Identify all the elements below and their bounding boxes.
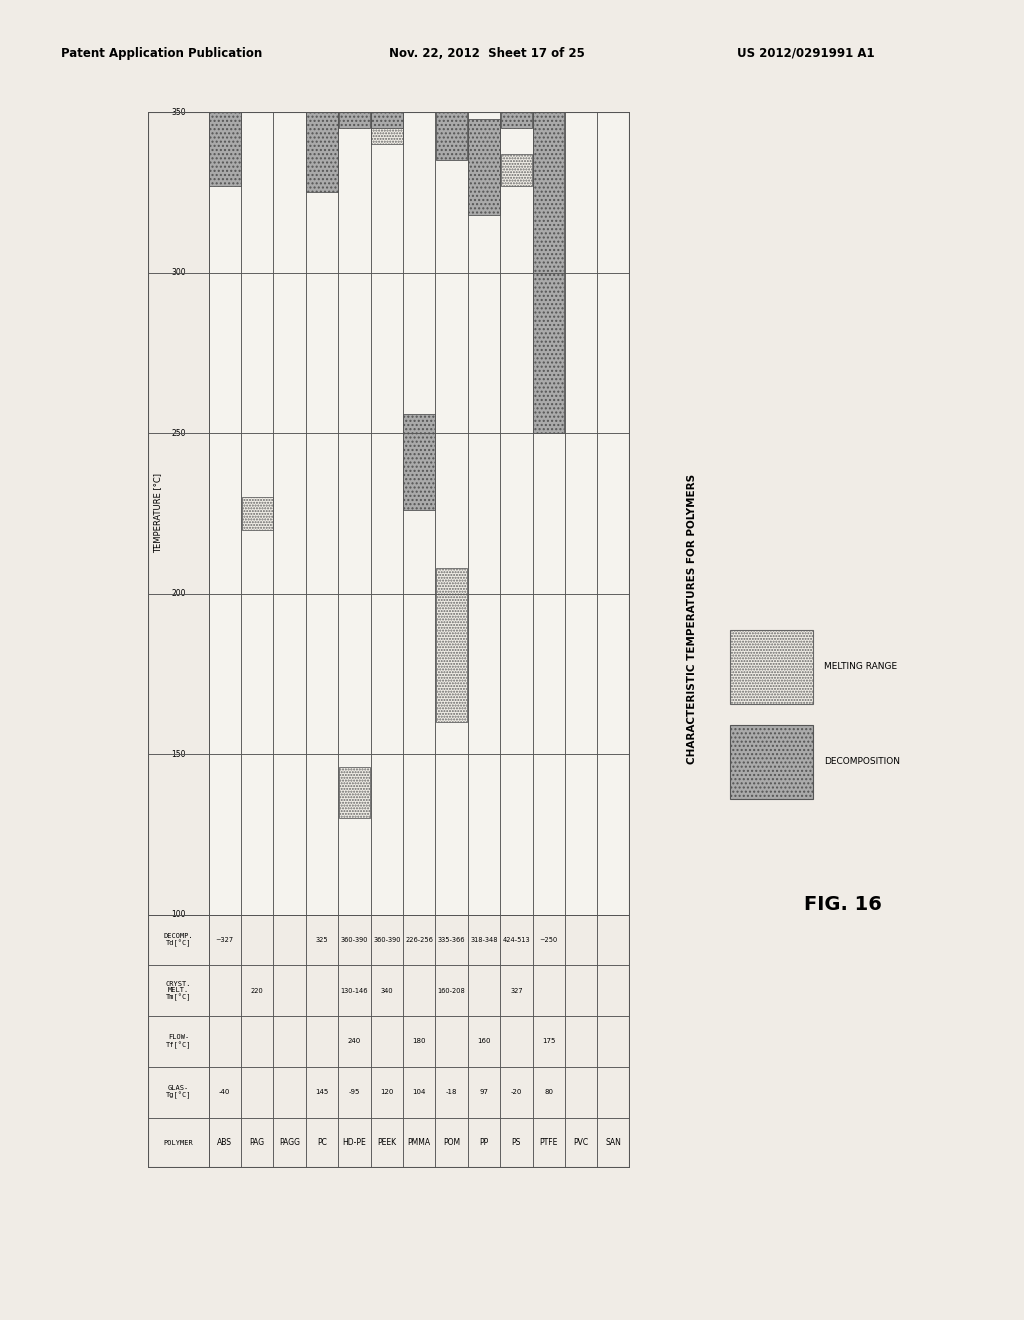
Text: PC: PC bbox=[317, 1138, 327, 1147]
Bar bbox=[435, 112, 468, 915]
Bar bbox=[729, 630, 813, 704]
Text: 220: 220 bbox=[251, 987, 263, 994]
Bar bbox=[371, 112, 402, 128]
Text: 160-208: 160-208 bbox=[437, 987, 466, 994]
Text: -40: -40 bbox=[219, 1089, 230, 1096]
Bar bbox=[468, 119, 500, 215]
Bar bbox=[306, 112, 338, 915]
Text: PS: PS bbox=[512, 1138, 521, 1147]
Bar bbox=[339, 767, 370, 818]
Text: 360-390: 360-390 bbox=[373, 937, 400, 942]
Bar bbox=[403, 414, 435, 511]
Bar bbox=[403, 112, 435, 915]
Text: 325: 325 bbox=[315, 937, 329, 942]
Bar bbox=[534, 112, 564, 433]
Text: 335-366: 335-366 bbox=[438, 937, 465, 942]
Text: POLYMER: POLYMER bbox=[164, 1140, 194, 1146]
Text: 250: 250 bbox=[171, 429, 185, 438]
Bar bbox=[500, 112, 532, 915]
Text: 120: 120 bbox=[380, 1089, 393, 1096]
Bar bbox=[209, 112, 241, 186]
Text: 327: 327 bbox=[510, 987, 522, 994]
Text: 150: 150 bbox=[171, 750, 185, 759]
Bar bbox=[209, 112, 241, 915]
Bar bbox=[338, 112, 371, 915]
Text: GLAS-
Tg[°C]: GLAS- Tg[°C] bbox=[166, 1085, 191, 1100]
Text: 97: 97 bbox=[479, 1089, 488, 1096]
Text: ~327: ~327 bbox=[216, 937, 233, 942]
Text: 318-348: 318-348 bbox=[470, 937, 498, 942]
Text: SAN: SAN bbox=[605, 1138, 622, 1147]
Text: -95: -95 bbox=[349, 1089, 360, 1096]
Text: -20: -20 bbox=[511, 1089, 522, 1096]
Text: 340: 340 bbox=[381, 987, 393, 994]
Text: 130-146: 130-146 bbox=[341, 987, 369, 994]
Text: 424-513: 424-513 bbox=[503, 937, 530, 942]
Text: PTFE: PTFE bbox=[540, 1138, 558, 1147]
Bar bbox=[501, 154, 532, 186]
Text: 104: 104 bbox=[413, 1089, 426, 1096]
Text: DECOMPOSITION: DECOMPOSITION bbox=[824, 758, 900, 766]
Bar bbox=[306, 112, 338, 193]
Text: PVC: PVC bbox=[573, 1138, 589, 1147]
Text: DECOMP.
Td[°C]: DECOMP. Td[°C] bbox=[164, 933, 194, 948]
Text: 180: 180 bbox=[413, 1039, 426, 1044]
Text: PMMA: PMMA bbox=[408, 1138, 431, 1147]
Bar bbox=[371, 112, 403, 915]
Bar bbox=[729, 725, 813, 799]
Text: TEMPERATURE [°C]: TEMPERATURE [°C] bbox=[153, 474, 162, 553]
Bar bbox=[436, 568, 467, 722]
Text: 350: 350 bbox=[171, 108, 186, 116]
Text: 300: 300 bbox=[171, 268, 186, 277]
Bar bbox=[597, 112, 630, 915]
Text: 240: 240 bbox=[348, 1039, 361, 1044]
Bar bbox=[468, 112, 500, 915]
Text: 160: 160 bbox=[477, 1039, 490, 1044]
Text: 145: 145 bbox=[315, 1089, 329, 1096]
Text: US 2012/0291991 A1: US 2012/0291991 A1 bbox=[737, 46, 874, 59]
Text: FLOW-
Tf[°C]: FLOW- Tf[°C] bbox=[166, 1035, 191, 1048]
Bar bbox=[501, 112, 532, 128]
Text: PAG: PAG bbox=[250, 1138, 265, 1147]
Bar bbox=[436, 112, 467, 160]
Bar bbox=[242, 498, 273, 529]
Bar bbox=[565, 112, 597, 915]
Text: CRYST.
MELT.
Tm[°C]: CRYST. MELT. Tm[°C] bbox=[166, 981, 191, 1001]
Text: Patent Application Publication: Patent Application Publication bbox=[61, 46, 263, 59]
Text: CHARACTERISTIC TEMPERATURES FOR POLYMERS: CHARACTERISTIC TEMPERATURES FOR POLYMERS bbox=[687, 474, 696, 764]
Text: Nov. 22, 2012  Sheet 17 of 25: Nov. 22, 2012 Sheet 17 of 25 bbox=[389, 46, 585, 59]
Text: -18: -18 bbox=[445, 1089, 458, 1096]
Bar bbox=[339, 112, 370, 128]
Text: PEEK: PEEK bbox=[377, 1138, 396, 1147]
Text: MELTING RANGE: MELTING RANGE bbox=[824, 663, 897, 671]
Text: FIG. 16: FIG. 16 bbox=[804, 895, 883, 913]
Text: ABS: ABS bbox=[217, 1138, 232, 1147]
Text: 175: 175 bbox=[542, 1039, 555, 1044]
Bar bbox=[273, 112, 306, 915]
Text: PP: PP bbox=[479, 1138, 488, 1147]
Text: PAGG: PAGG bbox=[280, 1138, 300, 1147]
Text: HD-PE: HD-PE bbox=[343, 1138, 367, 1147]
Bar bbox=[532, 112, 565, 915]
Bar bbox=[241, 112, 273, 915]
Text: 226-256: 226-256 bbox=[406, 937, 433, 942]
Text: POM: POM bbox=[443, 1138, 460, 1147]
Text: ~250: ~250 bbox=[540, 937, 558, 942]
Text: 100: 100 bbox=[171, 911, 185, 919]
Text: 360-390: 360-390 bbox=[341, 937, 369, 942]
Text: 80: 80 bbox=[545, 1089, 553, 1096]
Bar bbox=[371, 112, 402, 144]
Text: 200: 200 bbox=[171, 589, 185, 598]
